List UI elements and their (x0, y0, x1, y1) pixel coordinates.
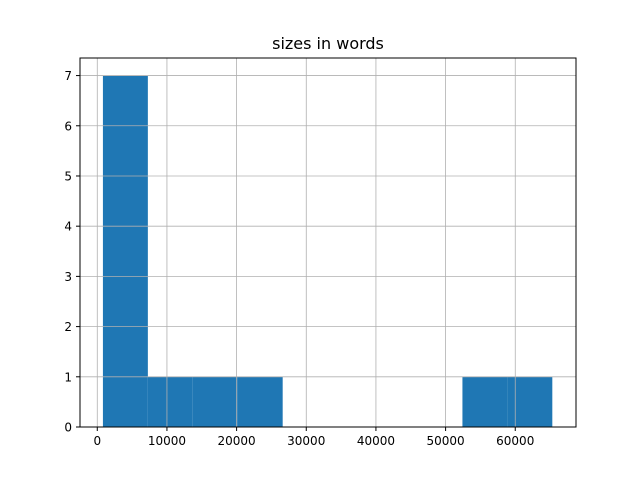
x-tick-label: 50000 (426, 434, 464, 448)
x-tick-label: 40000 (357, 434, 395, 448)
chart-title: sizes in words (272, 34, 384, 53)
x-tick-label: 20000 (218, 434, 256, 448)
histogram-bar (102, 75, 148, 428)
y-tick-label: 3 (64, 270, 72, 284)
x-tick-label: 10000 (148, 434, 186, 448)
histogram-bar (237, 376, 283, 427)
x-tick-label: 60000 (496, 434, 534, 448)
histogram-bar (192, 376, 238, 427)
axes-frame (79, 57, 577, 428)
x-tick-label: 30000 (287, 434, 325, 448)
y-tick-label: 7 (64, 69, 72, 83)
y-tick-label: 6 (64, 119, 72, 133)
y-tick-label: 5 (64, 169, 72, 183)
histogram-bar (507, 376, 553, 427)
y-tick-label: 2 (64, 320, 72, 334)
x-tick-label: 0 (93, 434, 101, 448)
histogram-bar (462, 376, 508, 427)
y-tick-label: 4 (64, 220, 72, 234)
y-tick-label: 1 (64, 370, 72, 384)
y-tick-label: 0 (64, 421, 72, 435)
histogram-bar (147, 376, 193, 427)
